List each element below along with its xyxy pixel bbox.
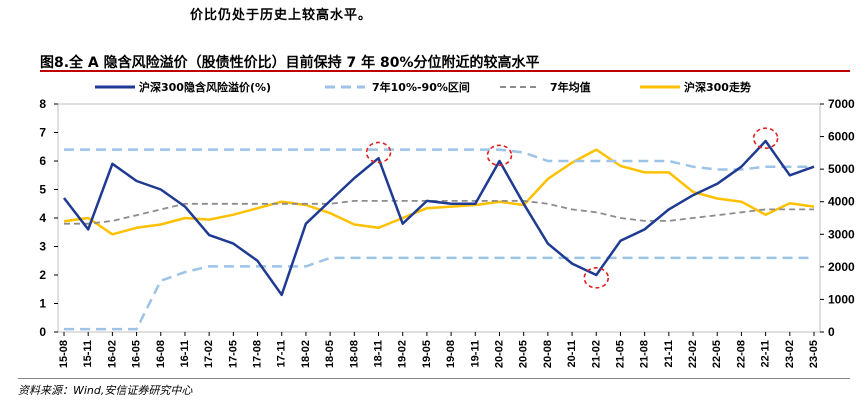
- highlight-circle: [365, 141, 392, 164]
- x-tick-label: 23-02: [784, 340, 796, 368]
- highlight-circle: [486, 144, 513, 167]
- figure-title: 图8.全 A 隐含风险溢价（股债性价比）目前保持 7 年 80%分位附近的较高水…: [40, 55, 540, 71]
- x-tick-label: 16-02: [106, 340, 118, 368]
- x-tick-label: 22-05: [711, 340, 723, 368]
- legend: 沪深300隐含风险溢价(%) 7年10%-90%区间 7年均值 沪深300走势: [95, 80, 751, 94]
- y-right-tick-label: 7000: [828, 97, 855, 111]
- source-note: 资料来源：Wind,安信证券研究中心: [18, 384, 193, 397]
- y-right-tick-label: 2000: [828, 260, 855, 274]
- x-tick-label: 22-11: [760, 340, 772, 368]
- x-tick-label: 16-11: [179, 340, 191, 368]
- highlight-circle: [583, 267, 610, 289]
- source-divider: [18, 378, 850, 379]
- x-tick-label: 18-05: [324, 340, 336, 368]
- x-tick-label: 19-11: [469, 340, 481, 368]
- highlight-circle: [752, 127, 779, 149]
- x-tick-label: 20-08: [542, 340, 554, 368]
- y-right-tick-label: 5000: [828, 162, 855, 176]
- series-line-0: [63, 139, 815, 297]
- x-tick-label: 19-02: [397, 340, 409, 368]
- legend-risk-premium: 沪深300隐含风险溢价(%): [139, 80, 271, 94]
- plot-frame: [57, 103, 821, 333]
- y-left-tick-label: 1: [39, 297, 46, 311]
- x-tick-label: 18-11: [373, 340, 385, 368]
- y-left-tick-label: 4: [39, 211, 46, 225]
- y-right-tick-label: 4000: [828, 195, 855, 209]
- x-tick-label: 15-08: [58, 340, 70, 368]
- x-tick-label: 16-05: [131, 340, 143, 368]
- x-tick-label: 17-02: [203, 340, 215, 368]
- series-line-1: [64, 148, 814, 171]
- y-right-tick-label: 1000: [828, 292, 855, 306]
- y-left-tick-label: 0: [39, 325, 46, 339]
- x-tick-label: 22-08: [735, 340, 747, 368]
- title-divider: [40, 70, 850, 72]
- x-tick-label: 21-11: [663, 340, 675, 368]
- x-tick-label: 21-05: [614, 340, 626, 368]
- x-tick-label: 21-02: [590, 340, 602, 368]
- x-tick-label: 17-05: [227, 340, 239, 368]
- legend-band: 7年10%-90%区间: [372, 80, 470, 94]
- y-left-tick-label: 6: [39, 154, 46, 168]
- x-tick-label: 19-05: [421, 340, 433, 368]
- y-left-tick-label: 7: [39, 126, 46, 140]
- x-tick-label: 20-11: [566, 340, 578, 368]
- legend-mean: 7年均值: [550, 80, 591, 94]
- intro-text: 价比仍处于历史上较高水平。: [190, 8, 373, 23]
- series-line-4: [63, 148, 815, 236]
- x-tick-label: 21-08: [639, 340, 651, 368]
- x-tick-label: 20-05: [518, 340, 530, 368]
- x-tick-label: 15-11: [82, 340, 94, 368]
- x-tick-label: 18-08: [348, 340, 360, 368]
- x-tick-label: 23-05: [808, 340, 820, 368]
- y-left-tick-label: 8: [39, 97, 46, 111]
- x-tick-label: 22-02: [687, 340, 699, 368]
- y-right-tick-label: 6000: [828, 130, 855, 144]
- x-tick-label: 18-02: [300, 340, 312, 368]
- y-left-tick-label: 2: [39, 268, 46, 282]
- x-tick-label: 17-08: [252, 340, 264, 368]
- y-left-tick-label: 3: [39, 240, 46, 254]
- y-right-tick-label: 0: [828, 325, 835, 339]
- x-tick-label: 20-02: [493, 340, 505, 368]
- series-line-2: [64, 256, 814, 331]
- x-tick-label: 17-11: [276, 340, 288, 368]
- y-right-tick-label: 3000: [828, 227, 855, 241]
- x-tick-label: 16-08: [155, 340, 167, 368]
- legend-index: 沪深300走势: [684, 80, 751, 94]
- y-left-tick-label: 5: [39, 183, 46, 197]
- x-tick-label: 19-08: [445, 340, 457, 368]
